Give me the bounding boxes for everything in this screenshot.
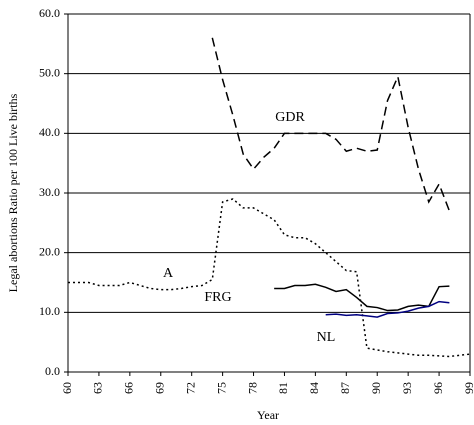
x-tick-label: 60: [60, 382, 74, 394]
y-tick-label: 0.0: [45, 364, 60, 378]
x-tick-label: 72: [183, 382, 197, 394]
series-line: [325, 300, 450, 318]
y-tick-label: 10.0: [39, 304, 60, 318]
x-tick-label: 78: [245, 382, 259, 394]
series-label: GDR: [275, 110, 305, 125]
series-label: NL: [317, 330, 336, 345]
series-line: [211, 37, 451, 212]
x-tick-label: 69: [153, 382, 167, 394]
series-line: [274, 283, 450, 312]
x-tick-label: 66: [122, 382, 136, 394]
x-tick-label: 87: [338, 382, 352, 394]
x-axis-title: Year: [257, 408, 279, 422]
x-tick-label: 96: [431, 382, 445, 394]
y-tick-label: 50.0: [39, 65, 60, 79]
x-tick-label: 90: [369, 382, 383, 394]
y-axis-title: Legal abortions Ratio per 100 Live birth…: [6, 93, 20, 292]
x-tick-label: 99: [462, 382, 474, 394]
x-tick-label: 63: [91, 382, 105, 394]
y-tick-label: 20.0: [39, 244, 60, 258]
x-tick-label: 81: [276, 382, 290, 394]
y-tick-label: 60.0: [39, 6, 60, 20]
series-line: [68, 198, 471, 358]
y-tick-label: 40.0: [39, 125, 60, 139]
x-tick-label: 84: [307, 382, 321, 394]
x-tick-label: 75: [214, 382, 228, 394]
x-tick-label: 93: [400, 382, 414, 394]
series-label: A: [163, 266, 174, 281]
series-label: FRG: [204, 290, 231, 305]
y-tick-label: 30.0: [39, 185, 60, 199]
